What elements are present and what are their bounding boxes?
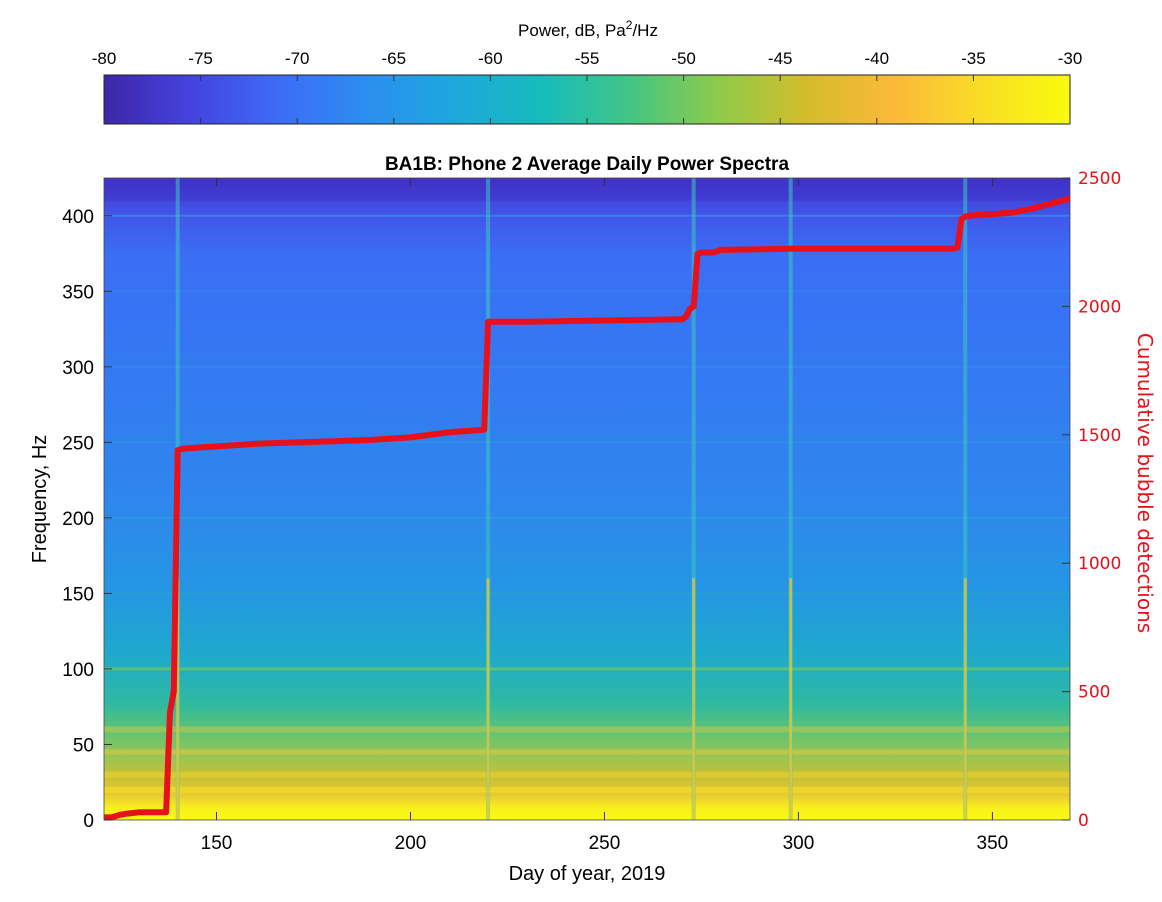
colorbar-label: Power, dB, Pa2/Hz [518, 18, 658, 40]
frequency-band [104, 516, 1070, 519]
colorbar-tick-label: -60 [478, 49, 503, 68]
y-tick-label: 150 [62, 584, 94, 605]
event-vertical-line [789, 578, 793, 820]
plot-area [104, 178, 1070, 820]
frequency-band [104, 749, 1070, 755]
spectrogram-frequency-bands [104, 178, 1070, 793]
frequency-band [104, 441, 1070, 444]
colorbar-ticks [103, 75, 1071, 124]
frequency-band [104, 178, 1070, 201]
colorbar-tick-label: -30 [1058, 49, 1083, 68]
y-axis-label: Frequency, Hz [29, 435, 51, 564]
colorbar-tick-label: -40 [865, 49, 890, 68]
colorbar-tick-label: -50 [671, 49, 696, 68]
y-tick-label: 400 [62, 207, 94, 228]
x-tick-label: 200 [395, 833, 427, 854]
colorbar-gradient [103, 74, 1071, 125]
frequency-band [104, 726, 1070, 733]
frequency-band [104, 786, 1070, 793]
y-axis-right: 0 500 1000 1500 2000 2500 [1062, 169, 1121, 831]
frequency-band [104, 214, 1070, 217]
event-vertical-line [486, 578, 490, 820]
y-tick-label: 50 [73, 735, 94, 756]
frequency-band [104, 667, 1070, 671]
colorbar-tick-label: -75 [188, 49, 213, 68]
x-tick-label: 350 [977, 833, 1009, 854]
colorbar-tick-label: -70 [285, 49, 310, 68]
event-vertical-line [963, 578, 967, 820]
y-tick-label: 350 [62, 282, 94, 303]
spectrogram-background [104, 178, 1070, 820]
y2-tick-label: 2000 [1078, 297, 1121, 317]
colorbar: Power, dB, Pa2/Hz -80 -75 -70 -65 -60 -55 -50-… [92, 18, 1083, 125]
y-tick-label: 250 [62, 433, 94, 454]
frequency-band [104, 592, 1070, 595]
event-vertical-line [176, 578, 180, 820]
plot-frame [103, 177, 1071, 821]
chart-title: BA1B: Phone 2 Average Daily Power Spectr… [385, 154, 789, 175]
colorbar-tick-label: -80 [92, 49, 117, 68]
y2-axis-label: Cumulative bubble detections [1133, 333, 1157, 633]
y-tick-label: 0 [83, 811, 94, 832]
y2-tick-label: 500 [1078, 683, 1110, 703]
event-vertical-line [691, 178, 696, 820]
frequency-band [104, 365, 1070, 368]
x-axis-label: Day of year, 2019 [509, 863, 666, 885]
x-tick-label: 150 [201, 833, 233, 854]
colorbar-tick-label: -35 [961, 49, 986, 68]
y2-tick-label: 1000 [1078, 554, 1121, 574]
event-vertical-line [788, 178, 793, 820]
cumulative-detections-line [104, 195, 1070, 820]
y2-tick-label: 0 [1078, 811, 1089, 831]
x-tick-label: 250 [589, 833, 621, 854]
y2-tick-label: 1500 [1078, 426, 1121, 446]
event-vertical-line [963, 178, 968, 820]
y-axis-left: 0 50 100 150 200 250 300 350 400 [62, 207, 112, 832]
frequency-band [104, 771, 1070, 778]
y2-tick-label: 2500 [1078, 169, 1121, 189]
y-tick-label: 300 [62, 358, 94, 379]
y-tick-label: 200 [62, 509, 94, 530]
colorbar-tick-label: -65 [382, 49, 407, 68]
event-vertical-line [486, 178, 491, 820]
event-vertical-line [692, 578, 696, 820]
colorbar-tick-labels: -80 -75 -70 -65 -60 -55 -50 -45 -40 -35 -30 [92, 49, 1083, 68]
colorbar-tick-label: -55 [575, 49, 600, 68]
y-tick-label: 100 [62, 660, 94, 681]
frequency-band [104, 290, 1070, 293]
x-tick-label: 300 [783, 833, 815, 854]
colorbar-tick-label: -45 [768, 49, 793, 68]
x-axis: 150 200 250 300 350 [201, 178, 1009, 854]
